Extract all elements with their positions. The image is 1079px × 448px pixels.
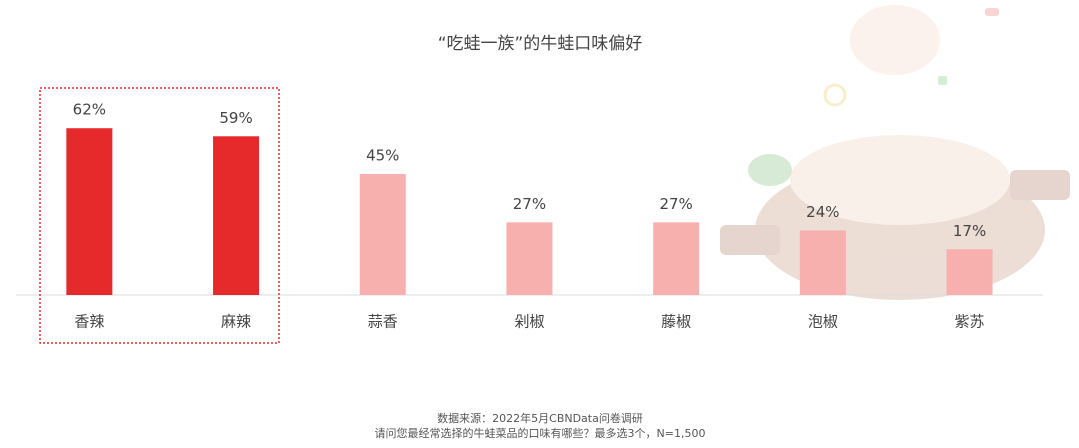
bar	[506, 222, 553, 295]
bar	[799, 230, 846, 295]
x-tick-label: 蒜香	[368, 313, 398, 331]
value-label: 27%	[513, 195, 546, 213]
value-label: 59%	[219, 109, 252, 127]
value-label: 62%	[73, 101, 106, 119]
x-tick-label: 藤椒	[661, 313, 691, 331]
bar	[213, 136, 260, 295]
x-tick-label: 剁椒	[514, 313, 544, 331]
x-tick-label: 香辣	[74, 313, 104, 331]
bar	[359, 173, 406, 295]
chart-title: “吃蛙一族”的牛蛙口味偏好	[438, 34, 643, 54]
source-note: 数据来源：2022年5月CBNData问卷调研	[437, 411, 643, 425]
x-tick-label: 泡椒	[808, 313, 838, 331]
bar	[66, 128, 113, 295]
value-label: 17%	[953, 222, 986, 240]
value-label: 27%	[659, 195, 692, 213]
value-label: 24%	[806, 203, 839, 221]
x-tick-label: 紫苏	[955, 313, 985, 331]
value-label: 45%	[366, 146, 399, 164]
x-tick-label: 麻辣	[221, 313, 251, 331]
bar	[653, 222, 700, 295]
background-illustration	[720, 5, 1070, 300]
highlight-box	[39, 87, 280, 344]
bar	[946, 249, 993, 295]
question-note: 请问您最经常选择的牛蛙菜品的口味有哪些？最多选3个，N=1,500	[375, 426, 706, 440]
